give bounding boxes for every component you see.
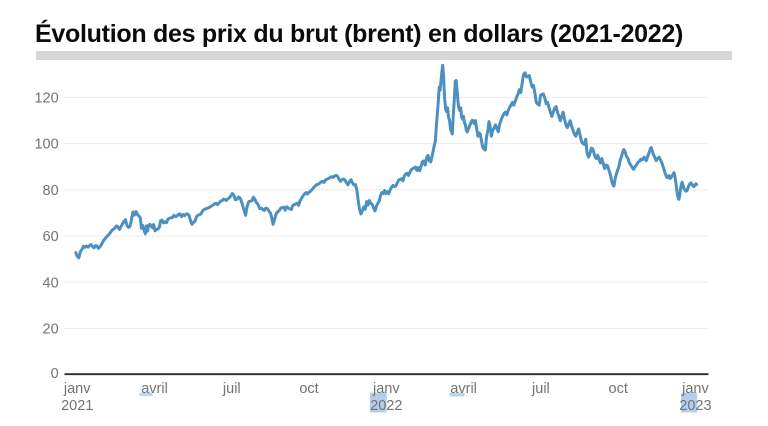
svg-text:janv: janv <box>681 381 709 397</box>
svg-text:40: 40 <box>43 275 59 291</box>
svg-text:janv: janv <box>372 381 400 397</box>
svg-text:80: 80 <box>43 183 59 199</box>
svg-text:juil: juil <box>222 381 241 397</box>
svg-text:avril: avril <box>450 381 477 397</box>
svg-text:60: 60 <box>43 229 59 245</box>
svg-text:2021: 2021 <box>61 398 93 414</box>
svg-text:20: 20 <box>43 322 59 338</box>
svg-text:2022: 2022 <box>370 398 402 414</box>
svg-text:oct: oct <box>299 381 318 397</box>
svg-text:2023: 2023 <box>679 398 711 414</box>
svg-text:juil: juil <box>531 381 550 397</box>
svg-text:avril: avril <box>141 381 168 397</box>
svg-text:oct: oct <box>609 381 628 397</box>
svg-text:janv: janv <box>63 381 91 397</box>
svg-text:0: 0 <box>51 366 59 382</box>
svg-text:100: 100 <box>34 137 58 153</box>
svg-text:120: 120 <box>34 90 58 106</box>
